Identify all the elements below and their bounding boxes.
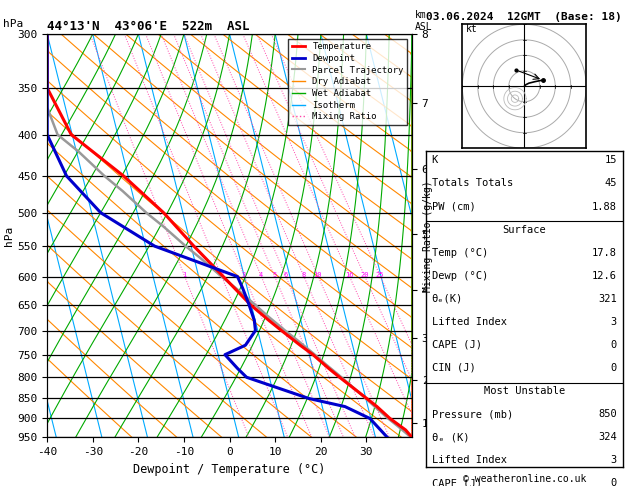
Text: 2: 2 xyxy=(219,273,223,278)
Text: Surface: Surface xyxy=(503,225,546,235)
Text: 324: 324 xyxy=(598,432,617,442)
Text: 3: 3 xyxy=(242,273,246,278)
Text: 20: 20 xyxy=(360,273,369,278)
Text: 0: 0 xyxy=(611,478,617,486)
Text: 4: 4 xyxy=(259,273,263,278)
Text: 17.8: 17.8 xyxy=(592,248,617,258)
Text: Lifted Index: Lifted Index xyxy=(431,317,507,327)
Text: 3: 3 xyxy=(611,317,617,327)
Text: Mixing Ratio (g/kg): Mixing Ratio (g/kg) xyxy=(423,180,433,292)
Text: PW (cm): PW (cm) xyxy=(431,202,476,211)
Text: 44°13'N  43°06'E  522m  ASL: 44°13'N 43°06'E 522m ASL xyxy=(47,20,250,33)
Text: Most Unstable: Most Unstable xyxy=(484,386,565,396)
Text: θₑ (K): θₑ (K) xyxy=(431,432,469,442)
Legend: Temperature, Dewpoint, Parcel Trajectory, Dry Adiabat, Wet Adiabat, Isotherm, Mi: Temperature, Dewpoint, Parcel Trajectory… xyxy=(288,38,408,125)
Text: 0: 0 xyxy=(611,363,617,373)
Text: CIN (J): CIN (J) xyxy=(431,363,476,373)
Text: 10: 10 xyxy=(313,273,322,278)
Text: K: K xyxy=(431,156,438,165)
Text: 1.88: 1.88 xyxy=(592,202,617,211)
Text: LCL: LCL xyxy=(441,417,459,427)
Text: 15: 15 xyxy=(604,156,617,165)
Text: 45: 45 xyxy=(604,178,617,189)
Text: CAPE (J): CAPE (J) xyxy=(431,478,482,486)
Text: 25: 25 xyxy=(376,273,384,278)
Text: 5: 5 xyxy=(272,273,276,278)
Text: CAPE (J): CAPE (J) xyxy=(431,340,482,350)
Y-axis label: hPa: hPa xyxy=(4,226,14,246)
Text: 1: 1 xyxy=(182,273,186,278)
Text: 12.6: 12.6 xyxy=(592,271,617,281)
Text: 6: 6 xyxy=(283,273,287,278)
Text: kt: kt xyxy=(465,24,477,34)
Text: 16: 16 xyxy=(345,273,353,278)
Text: 03.06.2024  12GMT  (Base: 18): 03.06.2024 12GMT (Base: 18) xyxy=(426,12,622,22)
X-axis label: Dewpoint / Temperature (°C): Dewpoint / Temperature (°C) xyxy=(133,463,326,476)
Text: 0: 0 xyxy=(611,340,617,350)
Text: 8: 8 xyxy=(301,273,306,278)
Text: θₑ(K): θₑ(K) xyxy=(431,294,463,304)
Text: 850: 850 xyxy=(598,409,617,419)
Text: Temp (°C): Temp (°C) xyxy=(431,248,488,258)
Text: hPa: hPa xyxy=(3,19,23,29)
Text: © weatheronline.co.uk: © weatheronline.co.uk xyxy=(462,473,586,484)
Text: 321: 321 xyxy=(598,294,617,304)
Text: Lifted Index: Lifted Index xyxy=(431,455,507,465)
Text: Totals Totals: Totals Totals xyxy=(431,178,513,189)
Text: Pressure (mb): Pressure (mb) xyxy=(431,409,513,419)
Text: Dewp (°C): Dewp (°C) xyxy=(431,271,488,281)
Text: km
ASL: km ASL xyxy=(415,10,433,32)
Text: 3: 3 xyxy=(611,455,617,465)
